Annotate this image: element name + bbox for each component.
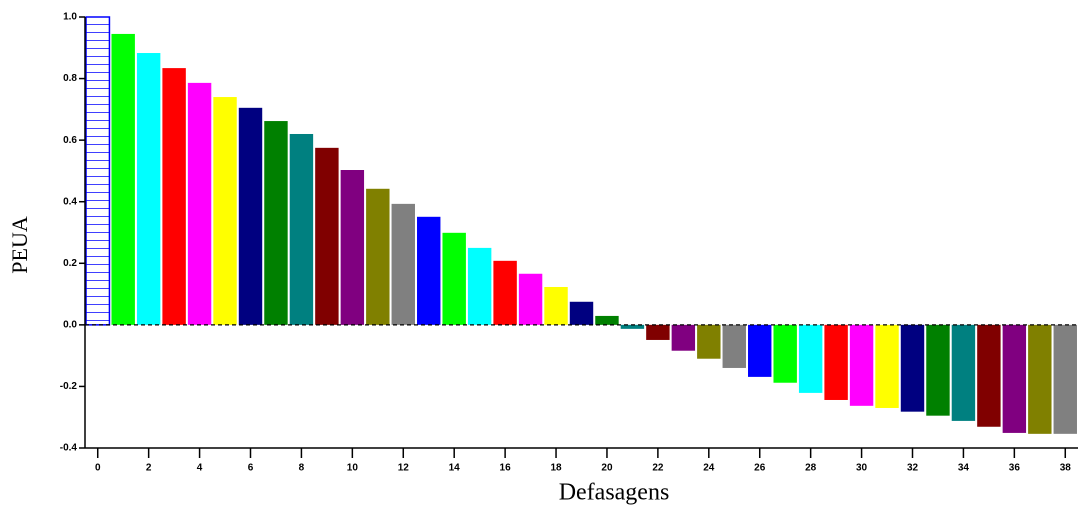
x-tick-label: 28 (805, 463, 817, 474)
bar (722, 324, 746, 368)
bar (773, 324, 797, 383)
bar (162, 68, 186, 325)
bar (951, 324, 976, 421)
bar (366, 188, 390, 325)
bar (798, 324, 823, 393)
y-tick-label: 0.2 (63, 258, 77, 269)
bar (187, 82, 212, 325)
x-tick-label: 12 (398, 463, 410, 474)
y-tick-label: 0.0 (63, 319, 77, 330)
x-tick-label: 34 (958, 463, 970, 474)
bar (391, 203, 415, 325)
bar (213, 97, 237, 325)
bar (340, 170, 365, 325)
bar (595, 315, 619, 325)
bar (289, 133, 314, 325)
bar (315, 147, 339, 325)
x-tick-label: 10 (347, 463, 359, 474)
bar (926, 324, 950, 416)
bar (417, 216, 441, 325)
x-tick-label: 36 (1009, 463, 1021, 474)
x-tick-label: 14 (449, 463, 461, 474)
bar (467, 247, 492, 325)
bar (977, 324, 1001, 427)
y-tick-label: 0.6 (63, 135, 77, 146)
bar (900, 324, 925, 412)
x-tick-label: 32 (907, 463, 919, 474)
y-tick-label: 1.0 (63, 12, 77, 23)
bar (569, 301, 594, 325)
bar (1053, 324, 1077, 434)
x-axis-title: Defasagens (559, 480, 670, 506)
x-tick-label: 2 (146, 463, 152, 474)
bar (620, 324, 645, 329)
x-tick-label: 4 (197, 463, 203, 474)
bar (111, 33, 135, 325)
bar (518, 273, 543, 325)
y-axis-title: PEUA (7, 216, 32, 274)
bar (671, 324, 696, 351)
x-tick-label: 26 (754, 463, 766, 474)
x-tick-label: 16 (500, 463, 512, 474)
x-tick-label: 24 (703, 463, 715, 474)
bar (1028, 324, 1052, 434)
x-tick-label: 18 (550, 463, 562, 474)
x-tick-label: 38 (1060, 463, 1072, 474)
bar (442, 232, 466, 325)
bar (748, 324, 772, 377)
bar (1002, 324, 1027, 433)
y-tick-label: 0.8 (63, 73, 77, 84)
y-tick-label: -0.2 (60, 381, 78, 392)
x-tick-label: 30 (856, 463, 868, 474)
bar (544, 286, 568, 325)
bar (85, 16, 111, 326)
bar (824, 324, 848, 400)
bar (697, 324, 721, 359)
y-tick-label: 0.4 (63, 196, 77, 207)
bar (646, 324, 670, 340)
x-tick-label: 6 (248, 463, 254, 474)
bar (875, 324, 899, 408)
y-tick-label: -0.4 (60, 443, 78, 454)
bar (849, 324, 874, 406)
x-tick-label: 20 (601, 463, 613, 474)
x-tick-label: 0 (95, 463, 101, 474)
bar (264, 121, 288, 325)
x-tick-label: 22 (652, 463, 664, 474)
bar (493, 260, 517, 325)
x-tick-label: 8 (299, 463, 305, 474)
bar (238, 107, 263, 325)
bar (136, 53, 161, 325)
